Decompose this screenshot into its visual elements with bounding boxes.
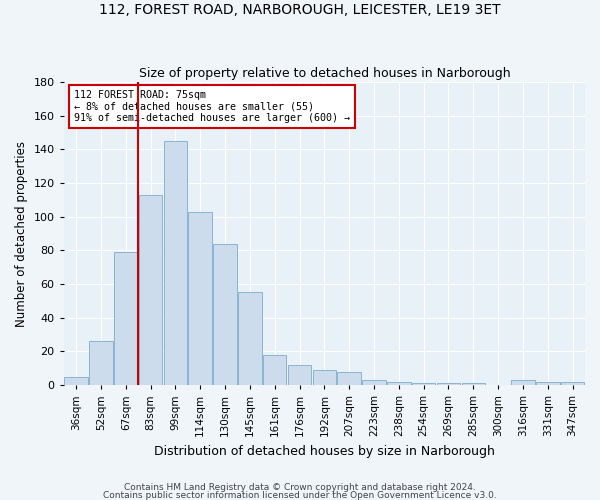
Bar: [64, 376, 88, 385]
Bar: [561, 382, 584, 385]
Bar: [536, 382, 560, 385]
X-axis label: Distribution of detached houses by size in Narborough: Distribution of detached houses by size …: [154, 444, 495, 458]
Bar: [89, 342, 113, 385]
Text: 112 FOREST ROAD: 75sqm
← 8% of detached houses are smaller (55)
91% of semi-deta: 112 FOREST ROAD: 75sqm ← 8% of detached …: [74, 90, 350, 123]
Y-axis label: Number of detached properties: Number of detached properties: [15, 140, 28, 326]
Bar: [139, 195, 163, 385]
Bar: [437, 384, 460, 385]
Title: Size of property relative to detached houses in Narborough: Size of property relative to detached ho…: [139, 66, 510, 80]
Bar: [461, 384, 485, 385]
Bar: [213, 244, 237, 385]
Bar: [263, 354, 286, 385]
Text: Contains public sector information licensed under the Open Government Licence v3: Contains public sector information licen…: [103, 490, 497, 500]
Bar: [362, 380, 386, 385]
Text: 112, FOREST ROAD, NARBOROUGH, LEICESTER, LE19 3ET: 112, FOREST ROAD, NARBOROUGH, LEICESTER,…: [99, 2, 501, 16]
Text: Contains HM Land Registry data © Crown copyright and database right 2024.: Contains HM Land Registry data © Crown c…: [124, 483, 476, 492]
Bar: [511, 380, 535, 385]
Bar: [313, 370, 336, 385]
Bar: [412, 384, 436, 385]
Bar: [337, 372, 361, 385]
Bar: [114, 252, 137, 385]
Bar: [288, 365, 311, 385]
Bar: [164, 141, 187, 385]
Bar: [238, 292, 262, 385]
Bar: [188, 212, 212, 385]
Bar: [387, 382, 410, 385]
